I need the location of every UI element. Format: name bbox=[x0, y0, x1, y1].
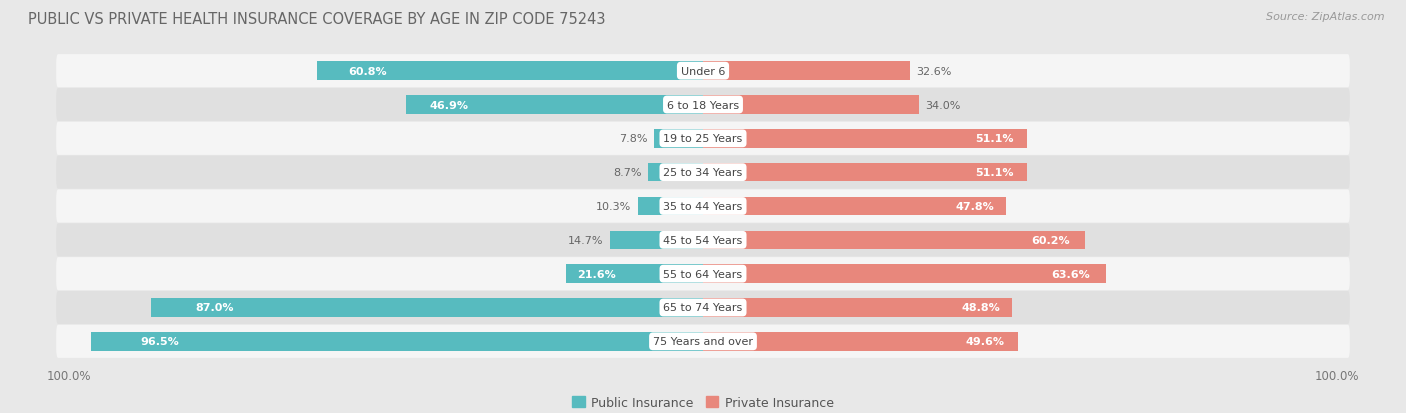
Bar bbox=[703, 164, 1026, 182]
Bar bbox=[703, 299, 1012, 317]
Bar bbox=[703, 332, 1018, 351]
Bar bbox=[567, 265, 703, 283]
Text: 10.3%: 10.3% bbox=[596, 202, 631, 211]
Bar bbox=[152, 299, 703, 317]
Text: PUBLIC VS PRIVATE HEALTH INSURANCE COVERAGE BY AGE IN ZIP CODE 75243: PUBLIC VS PRIVATE HEALTH INSURANCE COVER… bbox=[28, 12, 606, 27]
FancyBboxPatch shape bbox=[56, 224, 1350, 257]
Text: 96.5%: 96.5% bbox=[141, 337, 179, 347]
Text: 25 to 34 Years: 25 to 34 Years bbox=[664, 168, 742, 178]
Bar bbox=[703, 197, 1007, 216]
Text: 65 to 74 Years: 65 to 74 Years bbox=[664, 303, 742, 313]
Text: 35 to 44 Years: 35 to 44 Years bbox=[664, 202, 742, 211]
FancyBboxPatch shape bbox=[56, 55, 1350, 88]
Text: 63.6%: 63.6% bbox=[1052, 269, 1090, 279]
Text: 47.8%: 47.8% bbox=[955, 202, 994, 211]
FancyBboxPatch shape bbox=[56, 123, 1350, 156]
Bar bbox=[318, 62, 703, 81]
Text: 19 to 25 Years: 19 to 25 Years bbox=[664, 134, 742, 144]
Bar bbox=[703, 265, 1107, 283]
Bar bbox=[405, 96, 703, 114]
Text: 49.6%: 49.6% bbox=[966, 337, 1005, 347]
FancyBboxPatch shape bbox=[56, 325, 1350, 358]
Text: Source: ZipAtlas.com: Source: ZipAtlas.com bbox=[1267, 12, 1385, 22]
Bar bbox=[703, 130, 1026, 148]
Text: 48.8%: 48.8% bbox=[962, 303, 1000, 313]
Text: 46.9%: 46.9% bbox=[429, 100, 468, 110]
Text: 32.6%: 32.6% bbox=[917, 66, 952, 76]
Bar bbox=[703, 231, 1084, 249]
Text: 14.7%: 14.7% bbox=[568, 235, 603, 245]
Text: 51.1%: 51.1% bbox=[976, 134, 1014, 144]
Text: 60.8%: 60.8% bbox=[349, 66, 387, 76]
FancyBboxPatch shape bbox=[56, 89, 1350, 122]
Text: 55 to 64 Years: 55 to 64 Years bbox=[664, 269, 742, 279]
Bar bbox=[703, 96, 918, 114]
Text: 21.6%: 21.6% bbox=[576, 269, 616, 279]
Text: 7.8%: 7.8% bbox=[619, 134, 647, 144]
Text: 60.2%: 60.2% bbox=[1031, 235, 1070, 245]
Bar bbox=[91, 332, 703, 351]
Text: 8.7%: 8.7% bbox=[613, 168, 641, 178]
FancyBboxPatch shape bbox=[56, 190, 1350, 223]
FancyBboxPatch shape bbox=[56, 156, 1350, 189]
Text: 34.0%: 34.0% bbox=[925, 100, 960, 110]
Legend: Public Insurance, Private Insurance: Public Insurance, Private Insurance bbox=[567, 391, 839, 413]
Text: 75 Years and over: 75 Years and over bbox=[652, 337, 754, 347]
Text: 87.0%: 87.0% bbox=[195, 303, 233, 313]
FancyBboxPatch shape bbox=[56, 257, 1350, 290]
Bar bbox=[654, 130, 703, 148]
Text: 45 to 54 Years: 45 to 54 Years bbox=[664, 235, 742, 245]
Bar bbox=[610, 231, 703, 249]
Bar bbox=[703, 62, 910, 81]
FancyBboxPatch shape bbox=[56, 291, 1350, 324]
Text: Under 6: Under 6 bbox=[681, 66, 725, 76]
Bar bbox=[648, 164, 703, 182]
Text: 51.1%: 51.1% bbox=[976, 168, 1014, 178]
Bar bbox=[638, 197, 703, 216]
Text: 6 to 18 Years: 6 to 18 Years bbox=[666, 100, 740, 110]
